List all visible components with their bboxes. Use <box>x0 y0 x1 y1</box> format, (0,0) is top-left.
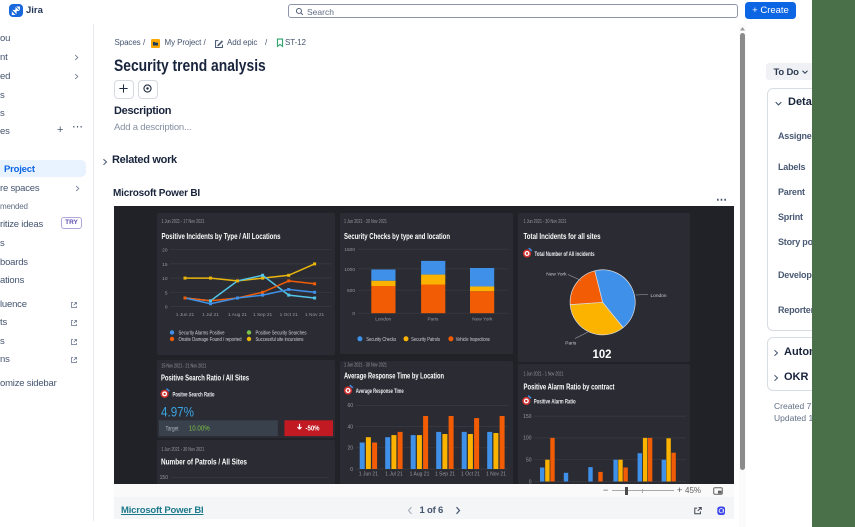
svg-text:Successful site incursions: Successful site incursions <box>256 337 304 343</box>
svg-text:1 Jun 2021 - 1 Nov 2021: 1 Jun 2021 - 1 Nov 2021 <box>524 372 564 378</box>
svg-text:150: 150 <box>523 414 532 420</box>
svg-text:Vehicle Inspections: Vehicle Inspections <box>456 337 490 343</box>
svg-text:1 Jun 21: 1 Jun 21 <box>359 472 378 478</box>
svg-text:15 Nov 2021 - 21 Nov 2021: 15 Nov 2021 - 21 Nov 2021 <box>161 363 206 369</box>
svg-text:Positive Search Ratio / All Si: Positive Search Ratio / All Sites <box>161 373 249 382</box>
svg-text:0: 0 <box>351 467 354 473</box>
svg-text:Positive Security Searches: Positive Security Searches <box>256 331 307 337</box>
svg-text:1 Nov 21: 1 Nov 21 <box>305 312 325 318</box>
svg-text:0: 0 <box>165 305 168 311</box>
svg-text:1 Nov 21: 1 Nov 21 <box>486 472 506 478</box>
svg-text:Positve Search Ratio: Positve Search Ratio <box>173 392 215 398</box>
svg-text:Positive Incidents by Type / A: Positive Incidents by Type / All Locatio… <box>162 232 281 241</box>
svg-text:10: 10 <box>162 276 168 282</box>
svg-text:0: 0 <box>529 479 532 484</box>
svg-text:1 Sep 21: 1 Sep 21 <box>253 312 273 318</box>
svg-text:15: 15 <box>162 262 168 268</box>
svg-text:50: 50 <box>526 458 532 464</box>
svg-text:1500: 1500 <box>345 247 356 253</box>
svg-text:Average Response Time by Locat: Average Response Time by Location <box>344 372 444 381</box>
svg-text:Security Checks by type and lo: Security Checks by type and location <box>344 232 450 241</box>
svg-text:Onsite Damage Found / reported: Onsite Damage Found / reported <box>179 337 242 343</box>
svg-text:Security Checks: Security Checks <box>366 337 396 343</box>
svg-text:1 Jun 2021 - 30 Nov 2021: 1 Jun 2021 - 30 Nov 2021 <box>344 363 387 369</box>
svg-text:500: 500 <box>347 288 355 294</box>
svg-text:1 Jun 2021 - 30 Nov 2021: 1 Jun 2021 - 30 Nov 2021 <box>524 219 567 225</box>
svg-text:102: 102 <box>593 347 612 361</box>
svg-text:60: 60 <box>348 403 354 409</box>
svg-text:Paris: Paris <box>566 341 578 347</box>
svg-text:New York: New York <box>472 317 493 323</box>
svg-text:Average Response Time: Average Response Time <box>356 389 404 395</box>
svg-text:1 Aug 21: 1 Aug 21 <box>410 472 430 478</box>
svg-text:1 Sep 21: 1 Sep 21 <box>435 472 455 478</box>
svg-text:1 Jul 21: 1 Jul 21 <box>202 312 219 318</box>
svg-text:20: 20 <box>348 446 354 452</box>
svg-text:Number of Patrols / All Sites: Number of Patrols / All Sites <box>161 458 247 467</box>
svg-text:1 Jun 2021 - 30 Nov 2021: 1 Jun 2021 - 30 Nov 2021 <box>344 219 387 225</box>
svg-text:New York: New York <box>547 272 568 278</box>
svg-text:5: 5 <box>165 291 168 297</box>
svg-text:Positive Alarm Ratio: Positive Alarm Ratio <box>534 400 576 406</box>
svg-text:4.97%: 4.97% <box>161 404 194 419</box>
svg-text:London: London <box>651 293 667 299</box>
svg-text:London: London <box>375 317 391 323</box>
svg-text:-50%: -50% <box>306 423 320 432</box>
svg-text:Total Incidents for all sites: Total Incidents for all sites <box>524 232 601 241</box>
svg-text:20: 20 <box>162 248 168 254</box>
svg-text:1 Aug 21: 1 Aug 21 <box>228 312 247 318</box>
svg-text:Target: Target <box>166 425 179 432</box>
svg-text:Positive Alarm Ratio by contra: Positive Alarm Ratio by contract <box>524 383 615 392</box>
svg-text:Paris: Paris <box>428 317 440 323</box>
svg-text:150: 150 <box>160 475 169 481</box>
svg-text:Security Patrols: Security Patrols <box>411 337 440 343</box>
svg-text:Total Number of All incidents: Total Number of All incidents <box>535 252 595 258</box>
svg-text:0: 0 <box>353 311 356 317</box>
svg-text:40: 40 <box>348 424 354 430</box>
svg-text:1 Jun 2021 - 17 Nov 2021: 1 Jun 2021 - 17 Nov 2021 <box>162 219 205 225</box>
svg-text:100: 100 <box>523 436 532 442</box>
svg-text:1 Jul 21: 1 Jul 21 <box>386 472 404 478</box>
svg-text:1 Jun 2021 - 30 Nov 2021: 1 Jun 2021 - 30 Nov 2021 <box>161 447 204 453</box>
svg-text:10.00%: 10.00% <box>189 423 210 432</box>
svg-text:1 Oct 21: 1 Oct 21 <box>461 472 480 478</box>
svg-text:1 Jun 21: 1 Jun 21 <box>176 312 195 318</box>
svg-text:1000: 1000 <box>345 267 356 273</box>
svg-text:1 Oct 21: 1 Oct 21 <box>280 312 298 318</box>
svg-text:Security Alarms Positive: Security Alarms Positive <box>179 331 225 337</box>
